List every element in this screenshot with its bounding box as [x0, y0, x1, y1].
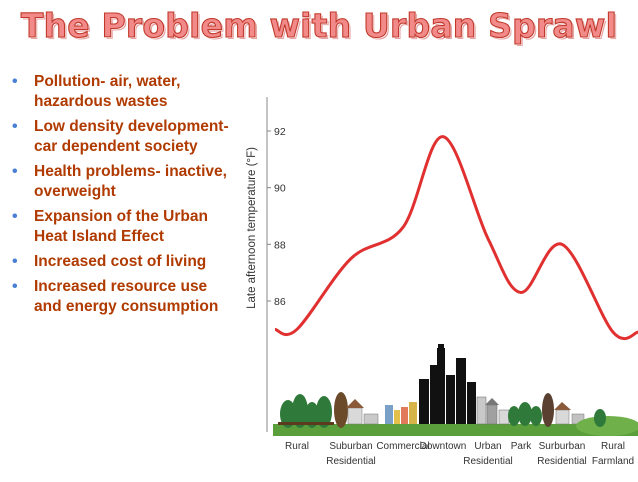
bullet-icon: •	[12, 278, 18, 295]
temperature-point-6	[560, 242, 564, 246]
temperature-point-0	[295, 327, 299, 331]
bullet-item: • Increased cost of living	[10, 252, 235, 272]
commercial-buildings	[385, 402, 417, 424]
bullet-text: Expansion of the Urban Heat Island Effec…	[34, 208, 208, 245]
urban-residential-houses	[476, 396, 510, 425]
zone-label: Surburban	[539, 441, 586, 452]
farmland-hills	[576, 409, 638, 436]
y-tick-label: 86	[274, 296, 286, 308]
bullet-item: • Health problems- inactive, overweight	[10, 162, 235, 202]
zone-label: Downtown	[420, 441, 467, 452]
bullet-item: • Low density development- car dependent …	[10, 117, 235, 157]
city-skyline-illustration	[273, 344, 638, 436]
heat-island-chart: Late afternoon temperature (°F) 92 90 88 86	[246, 97, 638, 467]
y-axis-label: Late afternoon temperature (°F)	[246, 147, 258, 309]
bullet-icon: •	[12, 73, 18, 90]
temperature-points	[295, 135, 615, 335]
temperature-point-7	[611, 330, 615, 334]
bullet-icon: •	[12, 163, 18, 180]
bullet-text: Health problems- inactive, overweight	[34, 163, 227, 200]
ground	[273, 424, 638, 436]
rural-trees	[278, 394, 334, 428]
temperature-curve	[274, 135, 638, 341]
downtown-skyscrapers	[419, 344, 476, 424]
temperature-point-4	[486, 237, 490, 241]
slide-title: The Problem with Urban Sprawl	[20, 5, 618, 45]
bullet-text: Increased resource use and energy consum…	[34, 278, 219, 315]
temperature-point-1	[349, 257, 353, 261]
zone-labels: Rural SuburbanResidentialCommercialDownto…	[285, 441, 634, 467]
park-trees	[508, 402, 542, 426]
temperature-point-2	[401, 225, 405, 229]
heat-island-figure: Late afternoon temperature (°F) 92 90 88 86	[238, 92, 638, 477]
bullet-list: • Pollution- air, water, hazardous wastes…	[10, 72, 235, 322]
bullet-icon: •	[12, 208, 18, 225]
y-tick-label: 88	[274, 239, 286, 251]
y-tick-label: 92	[274, 126, 286, 138]
bullet-item: • Increased resource use and energy consu…	[10, 277, 235, 317]
zone-label: Rural	[601, 441, 625, 452]
y-ticks: 92 90 88 86	[267, 126, 286, 308]
suburban-houses	[334, 392, 379, 428]
zone-label: Park	[511, 441, 533, 452]
suburban-residential-houses	[542, 393, 585, 427]
bullet-text: Low density development- car dependent s…	[34, 118, 229, 155]
zone-label: Residential	[537, 456, 586, 467]
bullet-text: Increased cost of living	[34, 253, 207, 270]
temperature-point-3	[441, 135, 445, 139]
zone-label: Rural	[285, 441, 309, 452]
zone-label: Urban	[474, 441, 501, 452]
zone-label: Commercial	[376, 441, 429, 452]
bullet-item: • Expansion of the Urban Heat Island Effe…	[10, 207, 235, 247]
zone-label: Residential	[326, 456, 375, 467]
bullet-text: Pollution- air, water, hazardous wastes	[34, 73, 181, 110]
zone-label: Residential	[463, 456, 512, 467]
y-tick-label: 90	[274, 183, 286, 195]
temperature-point-5	[519, 291, 523, 295]
bullet-icon: •	[12, 118, 18, 135]
zone-label: Farmland	[592, 456, 634, 467]
zone-label: Suburban	[329, 441, 372, 452]
bullet-icon: •	[12, 253, 18, 270]
bullet-item: • Pollution- air, water, hazardous wastes	[10, 72, 235, 112]
